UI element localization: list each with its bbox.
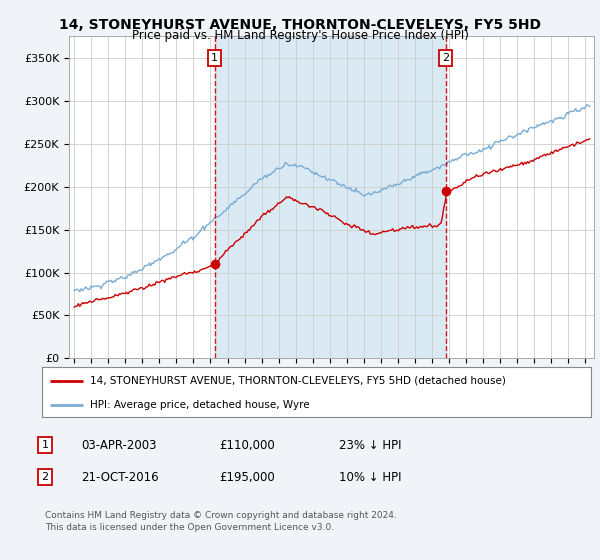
Text: 2: 2 [442, 53, 449, 63]
Bar [215, 36, 446, 358]
Text: 14, STONEYHURST AVENUE, THORNTON-CLEVELEYS, FY5 5HD: 14, STONEYHURST AVENUE, THORNTON-CLEVELE… [59, 18, 541, 32]
Text: 10% ↓ HPI: 10% ↓ HPI [339, 470, 401, 484]
Text: 14, STONEYHURST AVENUE, THORNTON-CLEVELEYS, FY5 5HD (detached house): 14, STONEYHURST AVENUE, THORNTON-CLEVELE… [91, 376, 506, 386]
Text: 1: 1 [41, 440, 49, 450]
Text: 2: 2 [41, 472, 49, 482]
Text: £110,000: £110,000 [219, 438, 275, 452]
Text: 1: 1 [211, 53, 218, 63]
Text: 23% ↓ HPI: 23% ↓ HPI [339, 438, 401, 452]
Text: £195,000: £195,000 [219, 470, 275, 484]
Text: HPI: Average price, detached house, Wyre: HPI: Average price, detached house, Wyre [91, 400, 310, 409]
Text: Contains HM Land Registry data © Crown copyright and database right 2024.
This d: Contains HM Land Registry data © Crown c… [45, 511, 397, 532]
Text: 21-OCT-2016: 21-OCT-2016 [81, 470, 158, 484]
Text: 03-APR-2003: 03-APR-2003 [81, 438, 157, 452]
Text: Price paid vs. HM Land Registry's House Price Index (HPI): Price paid vs. HM Land Registry's House … [131, 29, 469, 42]
